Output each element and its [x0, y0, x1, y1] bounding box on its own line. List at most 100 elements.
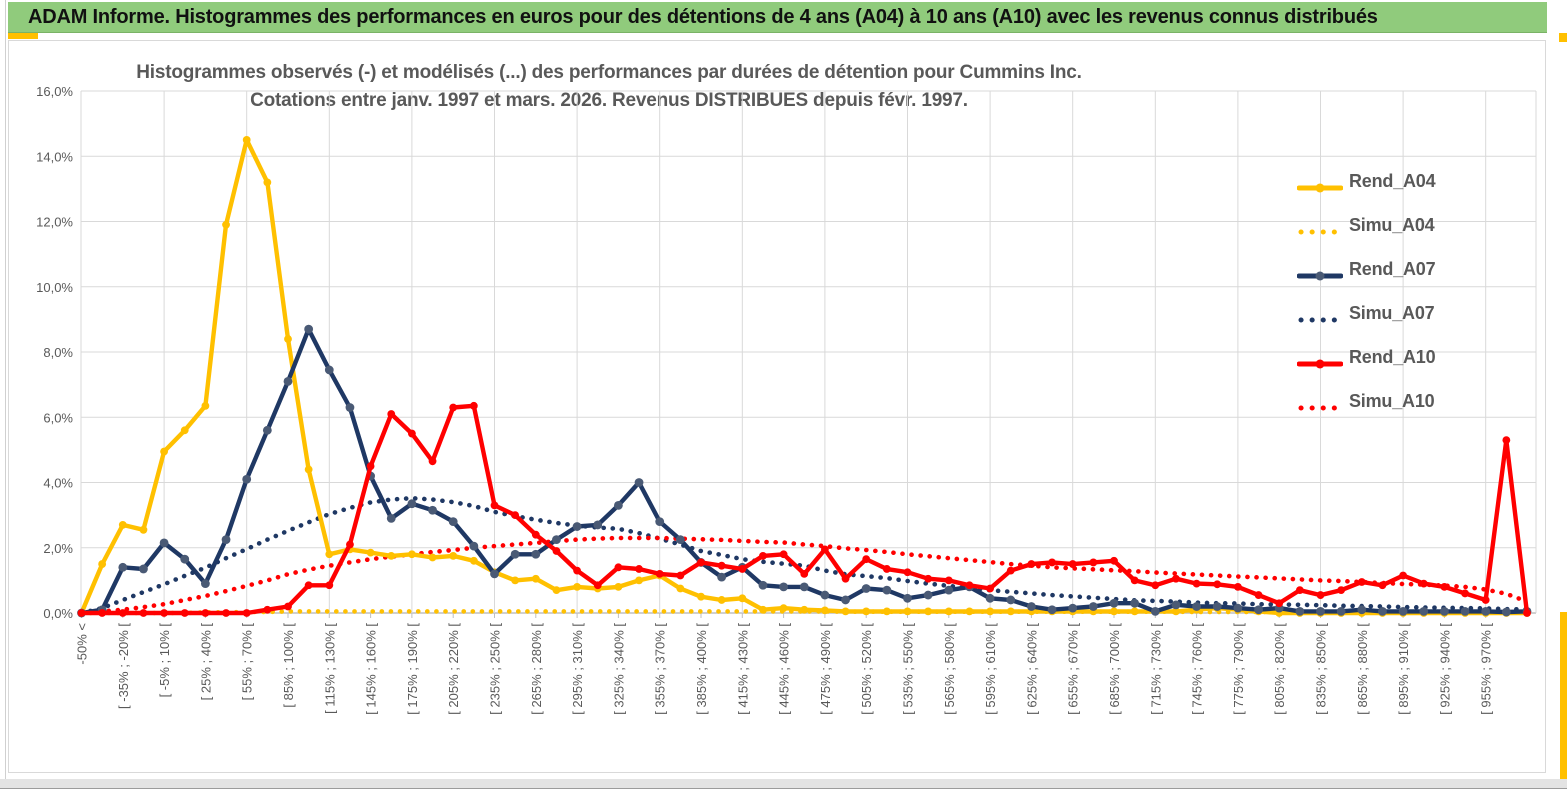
series-rend_a07-marker — [490, 569, 499, 579]
x-axis-tick-label: [ 325% ; 340% [ — [611, 623, 626, 715]
x-axis-tick-label: [ 175% ; 190% [ — [405, 623, 420, 715]
series-rend_a04-marker — [325, 550, 334, 559]
series-rend_a10-marker — [1316, 591, 1325, 599]
series-rend_a10-marker — [531, 530, 540, 539]
series-rend_a10-marker — [924, 574, 933, 583]
legend-item-simu_a04[interactable]: Simu_A04 — [1297, 203, 1435, 247]
series-rend_a10-marker — [1502, 436, 1511, 444]
series-rend_a07-marker — [448, 517, 458, 527]
x-axis-tick-label: [ 445% ; 460% [ — [777, 623, 792, 715]
series-rend_a04-marker — [139, 525, 148, 534]
series-rend_a07-marker — [159, 538, 169, 548]
legend-item-simu_a07[interactable]: Simu_A07 — [1297, 291, 1435, 335]
chart-title-line1: Histogrammes observés (-) et modélisés (… — [136, 62, 1082, 83]
series-rend_a04-marker — [180, 426, 189, 435]
series-rend_a07-marker — [882, 585, 892, 595]
x-axis-tick-label: [ 835% ; 850% [ — [1314, 623, 1329, 715]
series-rend_a04-marker — [387, 552, 396, 560]
series-rend_a04-marker — [511, 576, 520, 585]
legend-item-rend_a07[interactable]: Rend_A07 — [1297, 247, 1436, 291]
x-axis-tick-label: [ 805% ; 820% [ — [1272, 623, 1287, 715]
series-rend_a04-marker — [821, 606, 829, 615]
x-axis-tick-label: [ 355% ; 370% [ — [653, 623, 668, 715]
y-axis-tick-label: 4,0% — [43, 476, 73, 491]
series-rend_a10-marker — [1213, 580, 1222, 589]
series-rend_a10-marker — [965, 581, 974, 590]
series-rend_a10-marker — [284, 602, 292, 611]
window-left-border — [5, 0, 6, 779]
legend-label: Rend_A07 — [1349, 258, 1436, 279]
x-axis-tick-label: [ 235% ; 250% [ — [488, 623, 503, 715]
series-rend_a10-marker — [841, 574, 850, 583]
series-rend_a04-marker — [263, 178, 272, 187]
series-rend_a04-marker — [614, 583, 623, 591]
series-rend_a10-marker — [201, 609, 210, 617]
series-rend_a10-marker — [1295, 586, 1304, 595]
series-rend_a04-marker — [98, 560, 107, 568]
series-rend_a10-marker — [325, 581, 334, 590]
legend-item-rend_a10[interactable]: Rend_A10 — [1297, 335, 1436, 379]
series-rend_a04-marker — [469, 556, 478, 565]
series-rend_a10-marker — [1378, 581, 1387, 590]
series-rend_a04-marker — [676, 584, 685, 593]
series-rend_a04-marker — [697, 592, 705, 601]
x-axis-tick-label: [ 955% ; 970% [ — [1479, 623, 1494, 715]
y-axis-tick-label: 12,0% — [36, 215, 73, 230]
series-rend_a04-marker — [552, 586, 561, 595]
series-rend_a04-marker — [428, 553, 437, 562]
series-rend_a10-marker — [552, 547, 561, 555]
page-title: ADAM Informe. Histogrammes des performan… — [28, 5, 1378, 28]
series-rend_a07-marker — [1171, 600, 1181, 610]
legend-label: Simu_A07 — [1349, 302, 1435, 323]
series-rend_a10-marker — [222, 609, 230, 617]
x-axis-tick-label: [ 385% ; 400% [ — [694, 623, 709, 715]
series-rend_a10-marker — [242, 609, 251, 617]
chart-title-line2: Cotations entre janv. 1997 et mars. 2026… — [250, 90, 968, 111]
series-rend_a04-marker — [717, 596, 726, 604]
series-rend_a07-marker — [1481, 606, 1491, 616]
series-rend_a07-marker — [1378, 606, 1387, 616]
series-rend_a10-marker — [449, 403, 458, 412]
legend-label: Simu_A04 — [1349, 214, 1435, 235]
series-rend_a04-marker — [924, 607, 933, 616]
y-axis-tick-label: 2,0% — [43, 541, 73, 556]
y-axis-tick-label: 0,0% — [43, 606, 73, 621]
x-axis-tick-label: [ 295% ; 310% [ — [570, 623, 585, 715]
series-rend_a07-marker — [510, 549, 520, 559]
series-rend_a07-marker — [386, 513, 396, 523]
series-rend_a10-marker — [738, 565, 747, 573]
x-axis-tick-label: [ 115% ; 130% [ — [322, 623, 337, 714]
series-rend_a10-marker — [779, 550, 788, 559]
series-rend_a04-marker — [304, 465, 313, 474]
series-rend_a10-marker — [1068, 560, 1077, 568]
series-rend_a07-marker — [593, 520, 603, 530]
y-axis-tick-label: 6,0% — [43, 410, 73, 425]
series-rend_a04-marker — [1006, 607, 1015, 616]
chart-legend: Rend_A04 Simu_A04 Rend_A07 Simu_A07 Rend_A10… — [1297, 159, 1436, 423]
series-rend_a10-marker — [160, 609, 169, 617]
series-rend_a07-marker — [634, 478, 644, 487]
series-rend_a07-marker — [469, 541, 479, 551]
series-rend_a07-marker — [324, 365, 334, 375]
series-rend_a10-marker — [1006, 566, 1015, 575]
series-rend_a10-marker — [821, 545, 829, 554]
series-rend_a04-marker — [841, 607, 850, 616]
series-rend_a07-marker — [1233, 603, 1243, 613]
yellow-accent-right-edge — [1560, 612, 1567, 779]
legend-item-rend_a04[interactable]: Rend_A04 — [1297, 159, 1436, 203]
series-rend_a10-marker — [1481, 596, 1490, 604]
series-rend_a10-marker — [862, 555, 871, 564]
legend-item-simu_a10[interactable]: Simu_A10 — [1297, 379, 1435, 423]
series-rend_a07-marker — [1440, 606, 1449, 616]
series-rend_a04-marker — [531, 574, 540, 583]
series-rend_a07-marker — [345, 403, 355, 412]
series-rend_a10-marker — [1337, 586, 1346, 595]
x-axis-tick-label: [ 655% ; 670% [ — [1066, 623, 1081, 715]
series-rend_a07-marker — [221, 535, 231, 544]
series-rend_a10-marker — [263, 605, 272, 614]
series-rend_a10-marker — [304, 581, 313, 590]
series-rend_a07-marker — [1150, 606, 1160, 616]
chart-canvas[interactable]: Histogrammes observés (-) et modélisés (… — [8, 40, 1546, 773]
series-rend_a07-marker — [201, 579, 210, 589]
